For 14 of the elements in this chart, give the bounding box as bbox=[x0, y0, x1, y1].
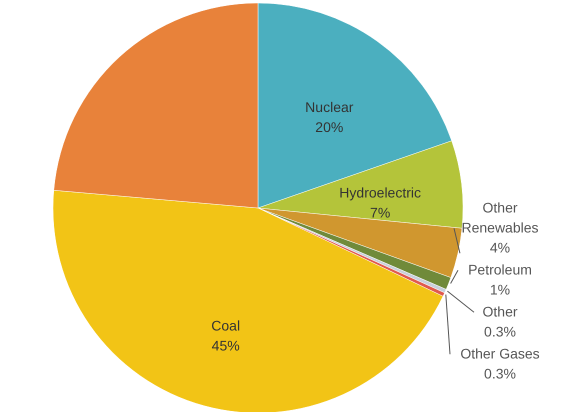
data-label: 4% bbox=[490, 239, 510, 256]
data-label: 0.3% bbox=[484, 323, 516, 340]
slice-label: Other bbox=[482, 303, 518, 320]
slice-label: Other Gases bbox=[460, 345, 540, 362]
slice-label: Coal bbox=[211, 318, 240, 334]
slice-label: Hydroelectric bbox=[339, 184, 422, 201]
data-label: 45% bbox=[212, 338, 240, 354]
data-label: 1% bbox=[490, 281, 510, 298]
data-label: 7% bbox=[370, 204, 390, 221]
data-label: 20% bbox=[315, 118, 344, 135]
slice-label: Other Renewables bbox=[461, 199, 539, 236]
slice-label: Petroleum bbox=[468, 261, 532, 278]
slice-label: Nuclear bbox=[305, 98, 354, 115]
data-label: 0.3% bbox=[484, 365, 516, 382]
